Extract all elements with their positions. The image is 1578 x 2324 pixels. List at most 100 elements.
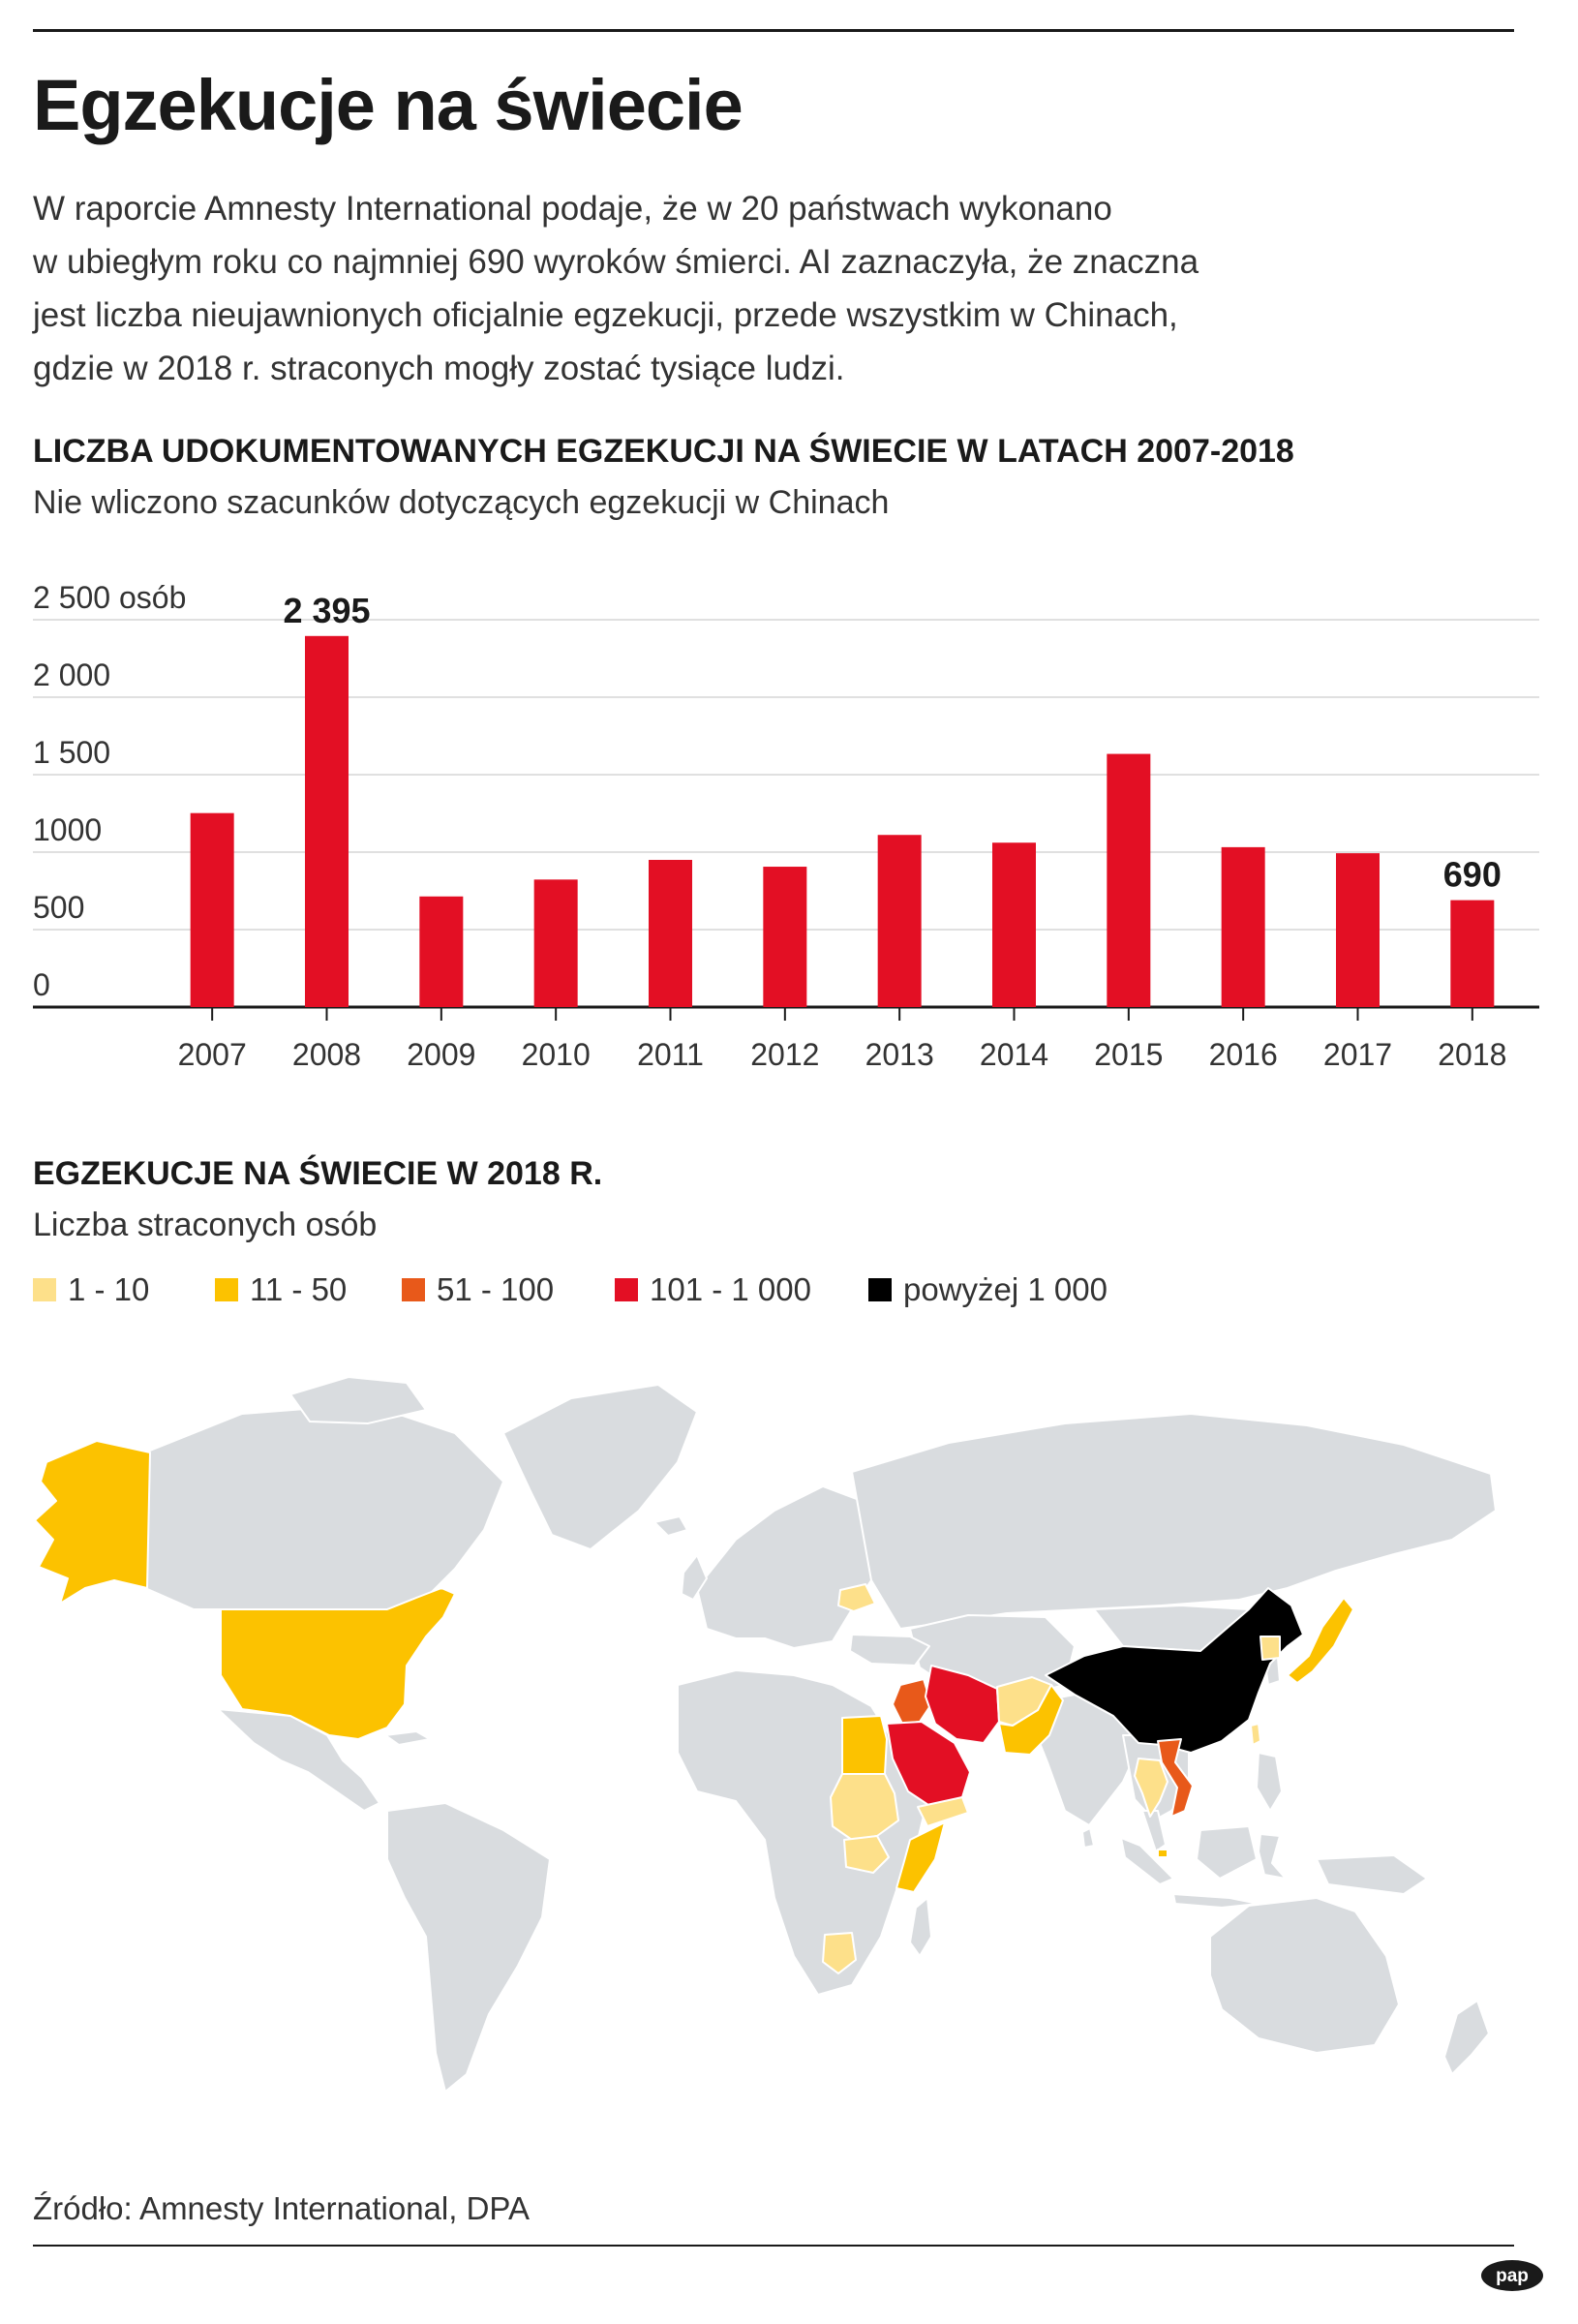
x-tick-label: 2014 xyxy=(980,1037,1048,1072)
x-tick-label: 2008 xyxy=(292,1037,361,1072)
data-label-2008: 2 395 xyxy=(283,591,370,630)
legend-swatch xyxy=(402,1278,425,1301)
country-north-korea xyxy=(1259,1636,1281,1661)
x-tick-label: 2017 xyxy=(1323,1037,1392,1072)
legend-label: 51 - 100 xyxy=(437,1271,555,1307)
highlighted-countries xyxy=(34,1440,1354,1974)
y-tick-label: 2 000 xyxy=(33,657,110,692)
russia-asia xyxy=(851,1413,1497,1630)
canadian-arctic-islands xyxy=(289,1376,427,1424)
country-japan xyxy=(1287,1597,1354,1684)
indonesia-sulawesi xyxy=(1258,1833,1287,1880)
canada xyxy=(144,1403,504,1610)
x-tick-label: 2011 xyxy=(637,1037,704,1072)
greenland xyxy=(502,1384,698,1550)
country-taiwan xyxy=(1250,1723,1261,1746)
africa xyxy=(677,1669,930,1996)
bar-2013 xyxy=(877,835,922,1007)
x-tick-label: 2007 xyxy=(178,1037,247,1072)
bottom-rule xyxy=(33,2245,1514,2247)
intro-line: w ubiegłym roku co najmniej 690 wyroków … xyxy=(33,243,1199,281)
turkey-caucasus xyxy=(849,1634,930,1667)
x-tick-label: 2013 xyxy=(865,1037,934,1072)
country-botswana xyxy=(822,1932,857,1974)
country-somalia xyxy=(895,1821,946,1893)
map-subtitle: Liczba straconych osób xyxy=(33,1207,378,1243)
bar-chart: 0 500 1000 1 500 2 000 2 500 osób 2007 2008 2 39… xyxy=(33,580,1539,1072)
intro-line: gdzie w 2018 r. straconych mogły zostać … xyxy=(33,350,845,387)
bar-2009 xyxy=(419,896,464,1007)
country-egypt xyxy=(841,1715,888,1775)
logo-text: pap xyxy=(1496,2266,1529,2286)
bar-2018 xyxy=(1450,900,1495,1007)
intro-line: W raporcie Amnesty International podaje,… xyxy=(33,190,1112,228)
bar-2015 xyxy=(1107,753,1151,1007)
world-map xyxy=(34,1376,1497,2093)
intro-line: jest liczba nieujawnionych oficjalnie eg… xyxy=(33,296,1178,334)
uk xyxy=(681,1554,708,1601)
bar-2014 xyxy=(992,842,1036,1007)
chart-title: LICZBA UDOKUMENTOWANYCH EGZEKUCJI NA ŚWI… xyxy=(33,433,1294,470)
top-rule xyxy=(33,29,1514,32)
labels: 0 500 1000 1 500 2 000 2 500 osób 2007 2008 2 39… xyxy=(33,580,1506,1072)
legend-swatch xyxy=(215,1278,238,1301)
bar-2008 xyxy=(305,635,349,1007)
x-tick-label: 2018 xyxy=(1438,1037,1506,1072)
bars xyxy=(190,635,1495,1007)
caribbean-islands xyxy=(384,1730,431,1746)
pap-logo: pap xyxy=(1481,2260,1543,2291)
y-tick-label: 1 500 xyxy=(33,735,110,770)
page-title: Egzekucje na świecie xyxy=(33,65,743,145)
y-tick-label: 0 xyxy=(33,967,50,1002)
source-note: Źródło: Amnesty International, DPA xyxy=(33,2190,530,2226)
legend-label: 1 - 10 xyxy=(68,1271,150,1307)
country-iran xyxy=(925,1665,1000,1744)
philippines xyxy=(1256,1752,1283,1812)
data-label-2018: 690 xyxy=(1443,855,1502,895)
bar-2017 xyxy=(1336,853,1380,1007)
country-belarus xyxy=(837,1583,876,1612)
x-tick-label: 2016 xyxy=(1209,1037,1278,1072)
legend-swatch xyxy=(868,1278,892,1301)
landmass-base xyxy=(144,1376,1497,2093)
intro-text: W raporcie Amnesty International podaje,… xyxy=(33,182,1485,395)
new-zealand xyxy=(1443,2000,1490,2075)
bar-2016 xyxy=(1221,846,1265,1007)
country-iraq xyxy=(892,1678,932,1725)
legend-swatch xyxy=(615,1278,638,1301)
country-usa xyxy=(220,1587,456,1740)
bar-2012 xyxy=(763,867,807,1007)
europe xyxy=(696,1485,882,1649)
x-tick-label: 2012 xyxy=(750,1037,819,1072)
legend-label: 11 - 50 xyxy=(250,1271,348,1307)
bar-2010 xyxy=(533,879,578,1007)
country-south-sudan xyxy=(843,1835,890,1874)
map-title: EGZEKUCJE NA ŚWIECIE W 2018 R. xyxy=(33,1155,603,1192)
x-tick-label: 2010 xyxy=(522,1037,591,1072)
south-america xyxy=(386,1802,551,2093)
country-singapore xyxy=(1157,1849,1168,1858)
y-tick-label: 1000 xyxy=(33,812,102,847)
legend-swatch xyxy=(33,1278,56,1301)
country-vietnam xyxy=(1157,1738,1194,1818)
indonesia-borneo xyxy=(1196,1825,1258,1880)
iceland xyxy=(653,1515,688,1537)
legend-label: powyżej 1 000 xyxy=(903,1271,1108,1307)
madagascar xyxy=(909,1897,932,1957)
indonesia-java xyxy=(1172,1893,1259,1909)
y-tick-label: 500 xyxy=(33,890,84,925)
legend-label: 101 - 1 000 xyxy=(650,1271,811,1307)
bar-2007 xyxy=(190,812,234,1007)
australia xyxy=(1209,1897,1400,2054)
country-thailand xyxy=(1134,1758,1168,1818)
bar-2011 xyxy=(649,860,692,1007)
x-tick-label: 2009 xyxy=(407,1037,475,1072)
country-china xyxy=(1045,1587,1304,1754)
sri-lanka xyxy=(1081,1827,1095,1849)
new-guinea xyxy=(1316,1854,1428,1895)
country-pakistan xyxy=(998,1684,1064,1756)
country-yemen xyxy=(917,1796,969,1827)
y-tick-label: 2 500 osób xyxy=(33,580,186,615)
indonesia-sumatra xyxy=(1120,1837,1174,1885)
country-alaska xyxy=(34,1440,151,1605)
